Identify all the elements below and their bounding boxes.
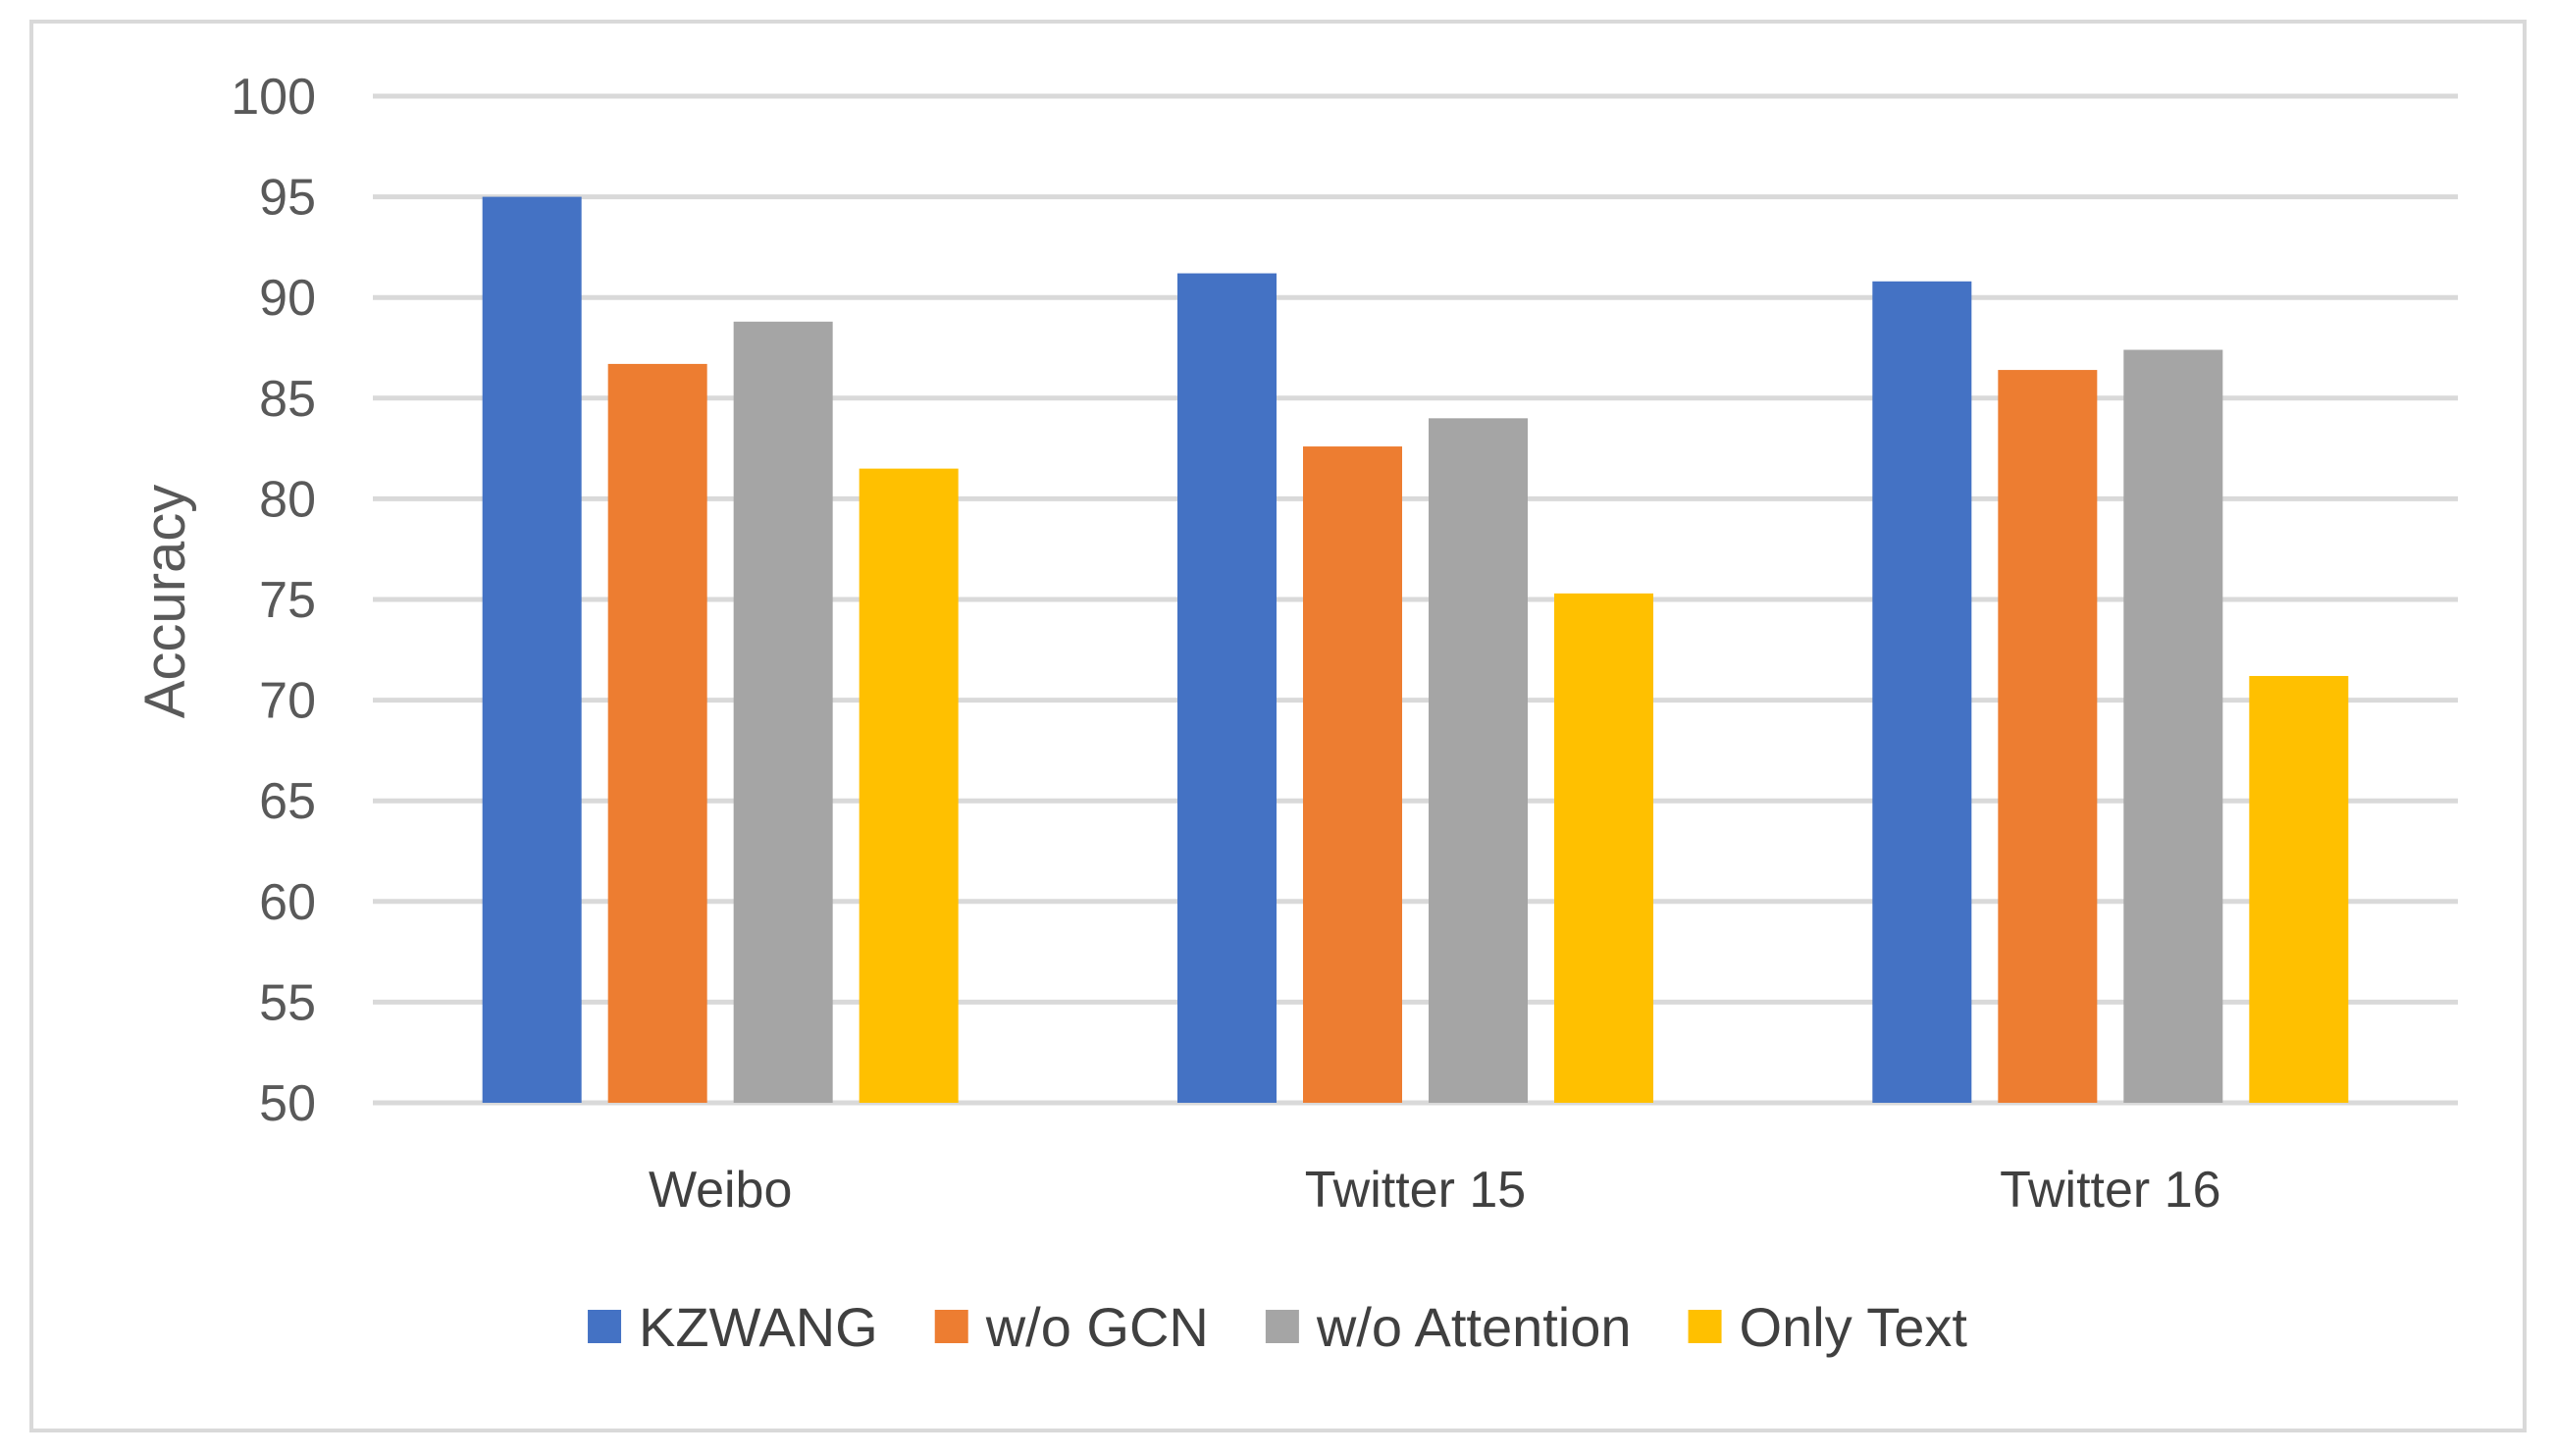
legend-swatch	[1688, 1310, 1722, 1343]
y-tick-label: 80	[259, 471, 316, 528]
bar-kzwang-0	[482, 196, 582, 1104]
bar-only-text-1	[1554, 593, 1653, 1103]
bar-w-o-attention-1	[1429, 418, 1528, 1103]
y-tick-label: 100	[231, 69, 316, 126]
gridlines	[373, 93, 2458, 1106]
y-tick-label: 60	[259, 874, 316, 931]
bar-w-o-gcn-1	[1303, 446, 1402, 1104]
y-tick-label: 50	[259, 1075, 316, 1132]
legend-swatch	[588, 1310, 622, 1343]
y-axis-ticks: 50 55 60 65 70 75 80 85 90 95 100	[231, 69, 316, 1132]
bar-kzwang-2	[1872, 281, 1972, 1103]
chart-frame	[29, 20, 2527, 1432]
bar-w-o-gcn-2	[1998, 370, 2098, 1103]
legend-label: Only Text	[1740, 1296, 1968, 1358]
bar-only-text-0	[859, 468, 959, 1103]
legend-swatch	[1265, 1310, 1299, 1343]
y-tick-label: 75	[259, 572, 316, 629]
legend-label: w/o Attention	[1316, 1296, 1632, 1358]
legend-label: KZWANG	[639, 1296, 878, 1358]
y-axis-title: Accuracy	[133, 485, 197, 719]
x-category-label: Twitter 16	[2000, 1162, 2220, 1219]
legend-swatch	[934, 1310, 968, 1343]
bar-w-o-attention-2	[2123, 349, 2223, 1103]
bar-only-text-2	[2249, 675, 2349, 1103]
x-category-label: Twitter 15	[1305, 1162, 1526, 1219]
y-tick-label: 55	[259, 974, 316, 1031]
x-axis-categories: Weibo Twitter 15 Twitter 16	[649, 1162, 2221, 1219]
y-tick-label: 70	[259, 673, 316, 730]
y-tick-label: 95	[259, 170, 316, 227]
bar-w-o-attention-0	[733, 321, 833, 1104]
bar-w-o-gcn-0	[607, 363, 707, 1103]
y-tick-label: 85	[259, 371, 316, 428]
x-category-label: Weibo	[649, 1162, 792, 1219]
bars	[482, 196, 2349, 1104]
legend: KZWANG w/o GCN w/o Attention Only Text	[588, 1296, 1967, 1358]
legend-label: w/o GCN	[985, 1296, 1209, 1358]
y-tick-label: 65	[259, 773, 316, 830]
y-tick-label: 90	[259, 270, 316, 327]
bar-kzwang-1	[1177, 273, 1277, 1103]
